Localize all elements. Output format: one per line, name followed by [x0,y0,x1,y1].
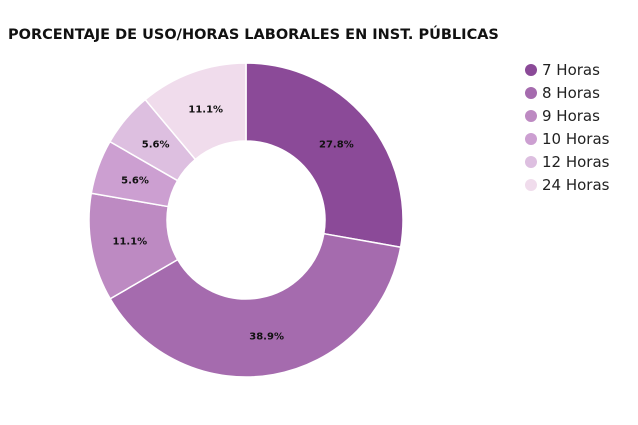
donut-slice-2 [109,232,402,378]
legend-marker [525,110,537,122]
donut-slices [88,62,404,378]
slice-value-label: 5.6% [121,175,149,186]
slice-value-label: 27.8% [319,140,354,151]
legend-marker [525,64,537,76]
donut-slice-1 [245,62,404,249]
donut-slice-6 [144,62,247,161]
chart-title: PORCENTAJE DE USO/HORAS LABORALES EN INS… [8,27,499,43]
legend-label: 9 Horas [542,107,600,125]
legend-marker [525,87,537,99]
slice-value-label: 11.1% [188,105,223,116]
slice-labels: 27.8% 38.9% 11.1% 5.6% 5.6% 11.1% [112,105,353,343]
slice-value-label: 38.9% [249,332,284,343]
legend-label: 12 Horas [542,153,610,171]
slice-value-label: 11.1% [112,236,147,247]
legend-marker [525,156,537,168]
legend-label: 8 Horas [542,84,600,102]
legend: 7 Horas 8 Horas 9 Horas 10 Horas 12 Horas 24 … [525,61,610,194]
legend-label: 24 Horas [542,176,610,194]
slice-value-label: 5.6% [142,140,170,151]
legend-label: 7 Horas [542,61,600,79]
legend-label: 10 Horas [542,130,610,148]
legend-marker [525,179,537,191]
legend-marker [525,133,537,145]
